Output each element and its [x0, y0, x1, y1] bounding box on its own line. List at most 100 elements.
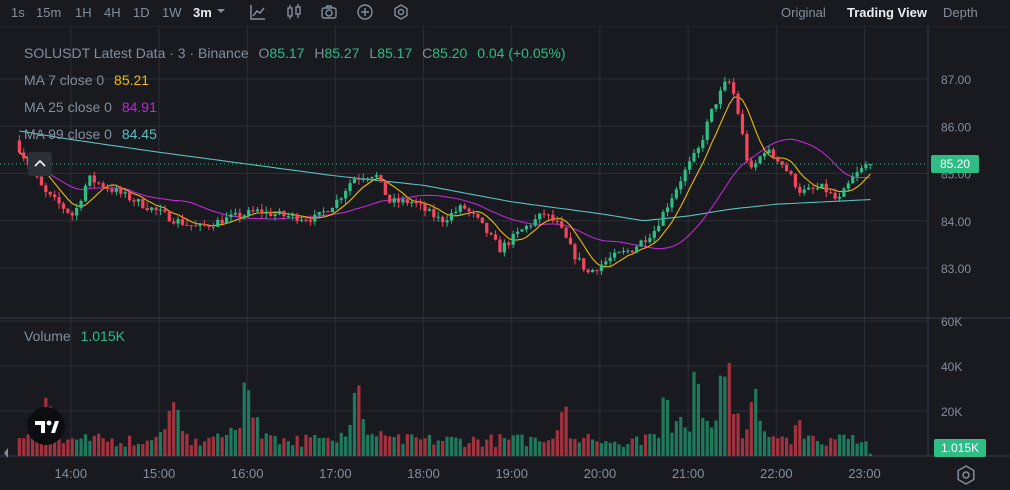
candle-body [418, 203, 423, 205]
volume-bar [418, 439, 423, 456]
candle-body [79, 200, 83, 208]
tradingview-logo[interactable] [27, 407, 65, 445]
candle-body [454, 211, 458, 213]
volume-bar [348, 424, 352, 456]
timeframe-4h[interactable]: 4H [104, 5, 121, 20]
ma25-line [18, 138, 871, 250]
candle-body [670, 198, 674, 208]
volume-bar [511, 435, 515, 456]
candle-body [577, 258, 581, 260]
candle-body [476, 213, 480, 218]
view-trading-view[interactable]: Trading View [847, 5, 927, 20]
scroll-left-icon[interactable] [2, 444, 10, 462]
chart-grid [0, 26, 1010, 490]
volume-bar [220, 437, 224, 456]
volume-bar [577, 442, 581, 456]
candle-body [529, 225, 533, 227]
candle-body [630, 250, 634, 253]
volume-bar [723, 376, 727, 456]
volume-bar [608, 442, 612, 456]
volume-bar [489, 434, 493, 456]
open-value: 85.17 [269, 45, 305, 61]
ma7-line [18, 95, 871, 268]
candle-body [807, 187, 811, 190]
candle-body [546, 214, 551, 216]
volume-bar [427, 434, 432, 456]
timeframe-1s[interactable]: 1s [11, 5, 25, 20]
volume-bar [39, 441, 44, 456]
candle-body [586, 269, 590, 273]
volume-bar [211, 436, 215, 456]
volume-bar [855, 443, 859, 456]
collapse-legend-button[interactable] [28, 152, 52, 176]
view-depth[interactable]: Depth [943, 5, 978, 20]
volume-bar [295, 435, 299, 456]
candle-body [710, 108, 714, 122]
volume-bar [652, 434, 656, 456]
settings-icon[interactable] [392, 3, 410, 21]
chevron-down-icon[interactable] [215, 5, 227, 17]
volume-bar [207, 437, 211, 456]
candle-body [101, 183, 105, 188]
candle-body [88, 175, 92, 186]
time-tick-label: 19:00 [495, 466, 528, 481]
candle-body [445, 220, 449, 223]
volume-bar [379, 431, 383, 456]
candle-body [463, 205, 467, 209]
candle-body [617, 252, 621, 254]
candle-body [701, 139, 705, 149]
low-value: 85.17 [377, 45, 413, 61]
volume-bar [705, 420, 709, 456]
candle-body [414, 201, 418, 204]
volume-bar [507, 439, 511, 456]
candle-body [489, 232, 493, 235]
candle-body [692, 152, 696, 162]
volume-bar [732, 414, 736, 456]
volume-bar [758, 420, 762, 456]
timeframe-1h[interactable]: 1H [75, 5, 92, 20]
chart-settings-gear-icon[interactable] [955, 464, 977, 486]
candle-body [608, 257, 612, 262]
candle-body [22, 152, 26, 159]
volume-bar [639, 444, 643, 456]
candle-body [568, 237, 573, 245]
volume-bar [546, 440, 551, 456]
candle-body [123, 192, 127, 194]
candle-body [661, 211, 665, 226]
volume-bar [657, 437, 661, 456]
candle-body [516, 231, 520, 234]
candle-body [313, 214, 317, 222]
candle-body [410, 201, 414, 204]
timeframe-1w[interactable]: 1W [162, 5, 182, 20]
volume-bar [560, 412, 564, 456]
price-tick-label: 87.00 [941, 73, 971, 87]
timeframe-3m[interactable]: 3m [193, 5, 212, 20]
volume-bar [335, 442, 339, 456]
volume-bar [498, 434, 502, 456]
candle-body [211, 226, 215, 228]
add-indicator-icon[interactable] [356, 3, 374, 21]
view-original[interactable]: Original [781, 5, 826, 20]
line-tools-icon[interactable] [249, 3, 267, 21]
candle-body [582, 258, 586, 270]
candle-body [705, 121, 709, 140]
candle-body [718, 90, 723, 105]
timeframe-1d[interactable]: 1D [133, 5, 150, 20]
candle-body [396, 198, 401, 203]
candle-body [291, 214, 295, 216]
volume-bar [736, 413, 740, 456]
candle-body [114, 188, 118, 192]
candle-body [357, 178, 361, 180]
candle-body [264, 211, 268, 214]
volume-bar [17, 438, 21, 456]
candle-type-icon[interactable] [285, 3, 303, 21]
volume-bar [176, 409, 180, 456]
time-tick-label: 23:00 [848, 466, 881, 481]
volume-bar [516, 434, 520, 456]
volume-bar [172, 402, 176, 456]
timeframe-15m[interactable]: 15m [36, 5, 62, 20]
camera-icon[interactable] [320, 3, 338, 21]
candle-body [595, 270, 599, 272]
volume-bar [344, 436, 348, 456]
